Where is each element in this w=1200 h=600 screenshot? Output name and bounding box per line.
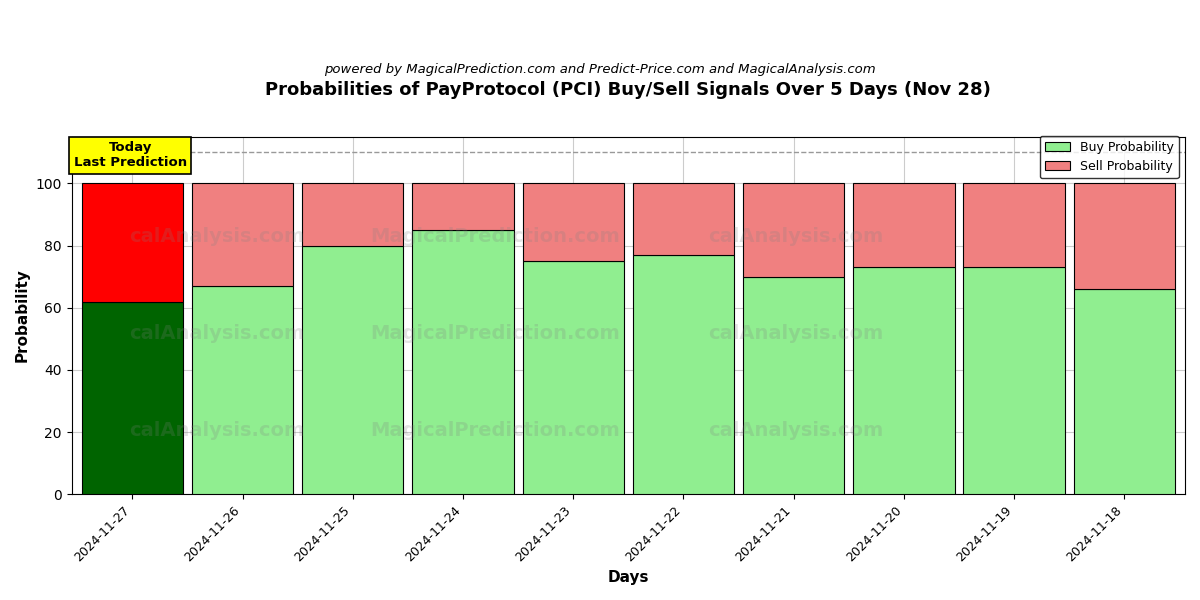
Text: calAnalysis.com: calAnalysis.com <box>128 421 304 440</box>
Bar <box>964 268 1064 494</box>
Bar <box>82 302 182 494</box>
Bar <box>413 184 514 230</box>
Bar <box>192 184 293 286</box>
Bar <box>522 261 624 494</box>
X-axis label: Days: Days <box>607 570 649 585</box>
Legend: Buy Probability, Sell Probability: Buy Probability, Sell Probability <box>1040 136 1178 178</box>
Bar <box>302 245 403 494</box>
Bar <box>1074 184 1175 289</box>
Text: calAnalysis.com: calAnalysis.com <box>128 227 304 247</box>
Bar <box>302 184 403 245</box>
Bar <box>632 255 734 494</box>
Text: calAnalysis.com: calAnalysis.com <box>708 227 883 247</box>
Text: calAnalysis.com: calAnalysis.com <box>708 421 883 440</box>
Y-axis label: Probability: Probability <box>16 269 30 362</box>
Bar <box>522 184 624 261</box>
Text: calAnalysis.com: calAnalysis.com <box>128 324 304 343</box>
Title: Probabilities of PayProtocol (PCI) Buy/Sell Signals Over 5 Days (Nov 28): Probabilities of PayProtocol (PCI) Buy/S… <box>265 81 991 99</box>
Text: Today
Last Prediction: Today Last Prediction <box>73 142 187 169</box>
Text: powered by MagicalPrediction.com and Predict-Price.com and MagicalAnalysis.com: powered by MagicalPrediction.com and Pre… <box>324 63 876 76</box>
Text: MagicalPrediction.com: MagicalPrediction.com <box>370 324 619 343</box>
Bar <box>82 184 182 302</box>
Bar <box>743 184 845 277</box>
Bar <box>1074 289 1175 494</box>
Text: calAnalysis.com: calAnalysis.com <box>708 324 883 343</box>
Text: MagicalPrediction.com: MagicalPrediction.com <box>370 227 619 247</box>
Text: MagicalPrediction.com: MagicalPrediction.com <box>370 421 619 440</box>
Bar <box>192 286 293 494</box>
Bar <box>743 277 845 494</box>
Bar <box>964 184 1064 268</box>
Bar <box>853 268 955 494</box>
Bar <box>853 184 955 268</box>
Bar <box>632 184 734 255</box>
Bar <box>413 230 514 494</box>
